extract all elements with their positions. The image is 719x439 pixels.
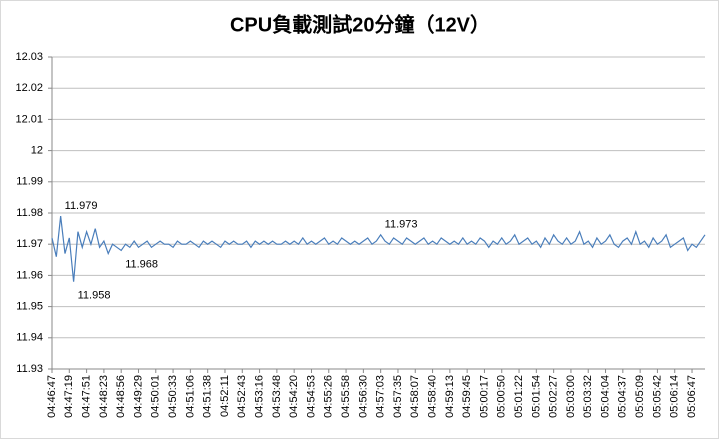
x-tick-label: 05:06:47 <box>686 375 698 418</box>
x-tick-label: 04:53:16 <box>253 375 265 418</box>
x-tick-label: 05:04:04 <box>599 375 611 418</box>
x-tick-label: 05:05:42 <box>651 375 663 418</box>
x-tick-label: 05:03:32 <box>582 375 594 418</box>
chart-title: CPU負載測試20分鐘（12V） <box>230 12 490 36</box>
x-tick-label: 05:00:50 <box>496 375 508 418</box>
x-tick-label: 04:58:07 <box>409 375 421 418</box>
y-tick-label: 11.97 <box>16 238 43 250</box>
x-tick-label: 05:01:22 <box>513 375 525 418</box>
x-tick-label: 04:47:19 <box>63 375 75 418</box>
x-tick-label: 04:51:38 <box>202 375 214 418</box>
x-tick-label: 04:53:48 <box>271 375 283 418</box>
x-tick-label: 04:54:53 <box>305 375 317 418</box>
y-tick-label: 12.01 <box>15 113 43 125</box>
x-tick-label: 04:58:40 <box>426 375 438 418</box>
y-tick-label: 11.94 <box>16 332 43 344</box>
data-line <box>51 216 706 282</box>
annotation: 11.979 <box>65 200 98 212</box>
x-tick-label: 04:57:03 <box>375 375 387 418</box>
annotation: 11.968 <box>125 258 158 270</box>
x-tick-label: 05:00:17 <box>478 375 490 418</box>
x-tick-label: 04:47:51 <box>81 375 93 418</box>
y-tick-label: 12 <box>31 145 43 157</box>
x-tick-label: 04:48:56 <box>115 375 127 418</box>
y-tick-label: 11.95 <box>16 301 43 313</box>
x-tick-label: 05:03:00 <box>565 375 577 418</box>
x-tick-label: 04:50:01 <box>150 375 162 418</box>
x-tick-label: 04:59:13 <box>444 375 456 418</box>
x-tick-label: 04:49:29 <box>132 375 144 418</box>
x-tick-label: 05:01:54 <box>530 375 542 418</box>
y-tick-label: 11.93 <box>16 363 43 375</box>
x-tick-label: 05:02:27 <box>548 375 560 418</box>
x-tick-label: 04:52:43 <box>236 375 248 418</box>
x-tick-label: 04:55:58 <box>340 375 352 418</box>
y-tick-label: 12.02 <box>15 82 43 94</box>
x-tick-label: 04:46:47 <box>46 375 58 418</box>
x-tick-label: 04:54:20 <box>288 375 300 418</box>
x-tick-label: 04:48:23 <box>98 375 110 418</box>
x-tick-label: 04:55:26 <box>323 375 335 418</box>
x-tick-label: 05:04:37 <box>617 375 629 418</box>
y-tick-label: 11.96 <box>16 269 43 281</box>
x-tick-label: 04:57:35 <box>392 375 404 418</box>
x-tick-label: 04:51:06 <box>184 375 196 418</box>
y-tick-label: 12.03 <box>15 51 43 63</box>
annotation: 11.958 <box>78 290 111 302</box>
x-tick-label: 04:56:30 <box>357 375 369 418</box>
x-tick-label: 05:05:09 <box>634 375 646 418</box>
x-tick-label: 04:52:11 <box>219 375 231 417</box>
y-tick-label: 11.99 <box>16 176 43 188</box>
x-tick-label: 04:50:33 <box>167 375 179 418</box>
annotation: 11.973 <box>385 219 418 231</box>
x-tick-label: 04:59:45 <box>461 375 473 418</box>
y-tick-label: 11.98 <box>16 207 43 219</box>
x-tick-label: 05:06:14 <box>669 375 681 418</box>
